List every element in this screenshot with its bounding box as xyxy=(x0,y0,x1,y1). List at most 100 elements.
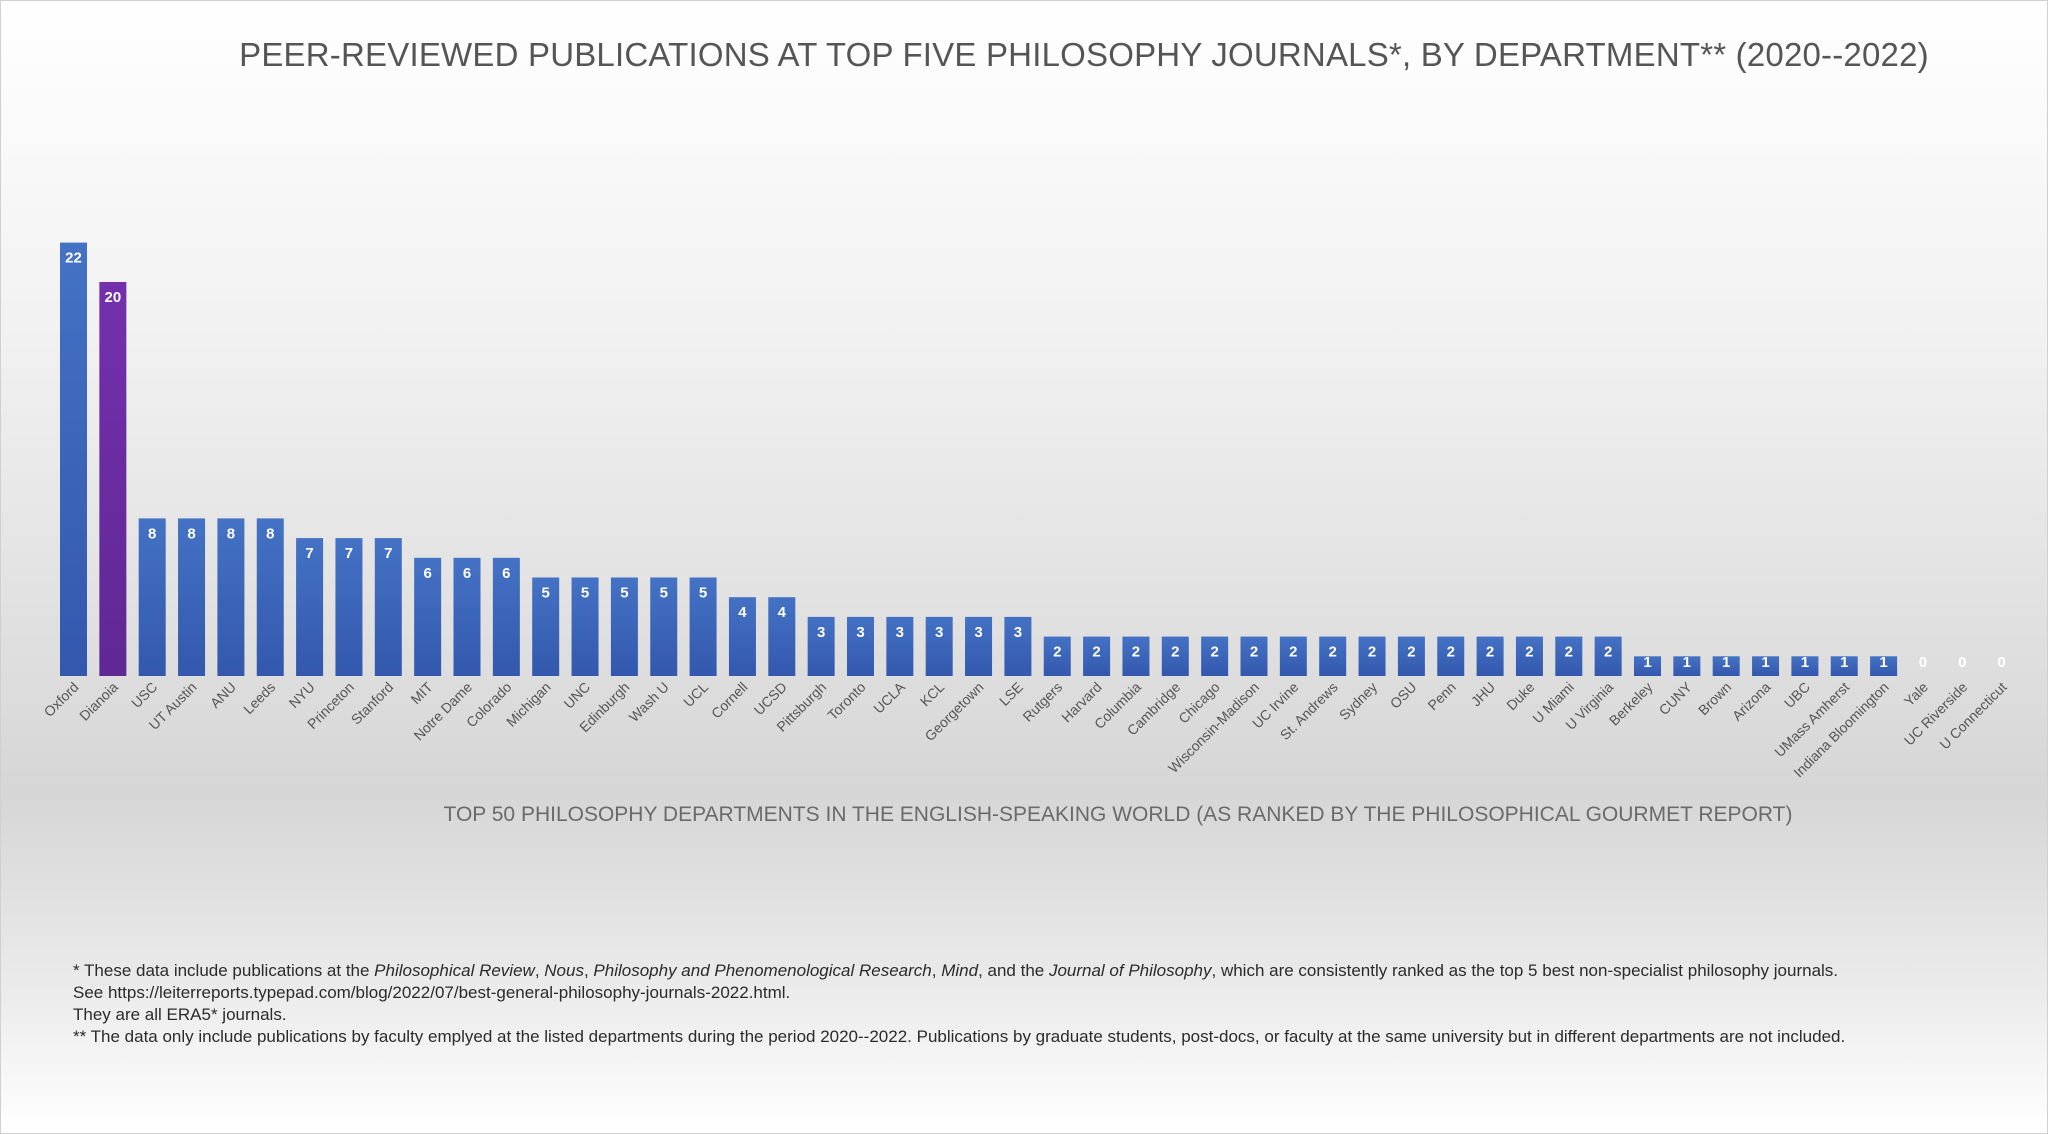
category-label: Cornell xyxy=(708,679,751,722)
category-label: USC xyxy=(128,679,160,711)
data-label: 3 xyxy=(974,624,982,641)
category-label: UBC xyxy=(1781,679,1813,711)
bar-mit xyxy=(414,557,442,676)
bar-sydney xyxy=(1358,636,1386,676)
category-label: LSE xyxy=(996,679,1026,709)
data-label: 5 xyxy=(660,585,668,602)
data-label: 2 xyxy=(1250,644,1258,661)
bar-toronto xyxy=(847,616,874,676)
data-label: 2 xyxy=(1053,644,1061,661)
data-label: 6 xyxy=(502,565,510,582)
category-label: Stanford xyxy=(348,679,397,728)
bar-leeds xyxy=(256,518,284,676)
bar-georgetown xyxy=(965,616,993,676)
category-label: CUNY xyxy=(1656,678,1696,718)
data-label: 1 xyxy=(1801,654,1809,671)
data-label: 2 xyxy=(1525,644,1533,661)
bar-oxford xyxy=(60,242,87,676)
category-label: Oxford xyxy=(41,679,82,720)
data-label: 8 xyxy=(187,525,195,542)
bar-berkeley xyxy=(1634,656,1661,676)
category-label: Berkeley xyxy=(1606,679,1656,729)
data-label: 6 xyxy=(463,565,471,582)
bar-unc xyxy=(571,577,599,676)
category-label: Toronto xyxy=(824,679,868,723)
bar-st-andrews xyxy=(1319,636,1347,676)
data-label: 3 xyxy=(935,624,943,641)
footnote-text: , which are consistently ranked as the t… xyxy=(1211,961,1839,980)
bar-cornell xyxy=(728,597,756,676)
bar-rutgers xyxy=(1043,636,1071,676)
data-label: 3 xyxy=(1014,624,1022,641)
data-label: 7 xyxy=(384,545,392,562)
bar-ucsd xyxy=(768,597,796,676)
data-label: 1 xyxy=(1761,654,1769,671)
bar-chicago xyxy=(1201,636,1229,676)
bar-nyu xyxy=(296,538,324,676)
data-label: 8 xyxy=(227,525,235,542)
data-label: 2 xyxy=(1132,644,1140,661)
category-label: UCLA xyxy=(870,678,908,716)
bar-colorado xyxy=(492,557,520,676)
data-label: 2 xyxy=(1092,644,1100,661)
bar-jhu xyxy=(1476,636,1504,676)
bar-wisconsin-madison xyxy=(1240,636,1268,676)
data-label: 1 xyxy=(1879,654,1887,671)
data-label: 2 xyxy=(1289,644,1297,661)
data-label: 3 xyxy=(817,624,825,641)
data-label: 0 xyxy=(1919,654,1927,671)
data-label: 5 xyxy=(620,585,628,602)
journal-name: Philosophical Review xyxy=(374,961,535,980)
bar-pittsburgh xyxy=(807,616,835,676)
bar-umass-amherst xyxy=(1830,656,1858,676)
bar-dianoia xyxy=(99,282,127,676)
data-label: 4 xyxy=(778,604,787,621)
footnote-text: , xyxy=(534,961,545,980)
data-label: 5 xyxy=(581,585,589,602)
data-label: 8 xyxy=(266,525,274,542)
data-label: 5 xyxy=(542,585,550,602)
bar-edinburgh xyxy=(610,577,638,676)
data-label: 1 xyxy=(1643,654,1651,671)
footnote-journals: * These data include publications at the… xyxy=(73,960,2033,982)
bar-harvard xyxy=(1083,636,1111,676)
category-label: Wash U xyxy=(626,679,672,725)
bar-brown xyxy=(1712,656,1740,676)
bar-ubc xyxy=(1791,656,1819,676)
bar-penn xyxy=(1437,636,1465,676)
bar-u-miami xyxy=(1555,636,1583,676)
category-label: Duke xyxy=(1503,679,1538,714)
data-label: 2 xyxy=(1486,644,1494,661)
data-label: 6 xyxy=(423,565,431,582)
category-label: Leeds xyxy=(240,679,278,717)
bar-uc-irvine xyxy=(1279,636,1307,676)
data-label: 7 xyxy=(345,545,353,562)
data-label: 1 xyxy=(1722,654,1730,671)
bar-lse xyxy=(1004,616,1032,676)
footnote-source-link: See https://leiterreports.typepad.com/bl… xyxy=(73,983,791,1002)
category-label: Yale xyxy=(1901,679,1932,710)
data-label: 1 xyxy=(1683,654,1691,671)
data-label: 2 xyxy=(1565,644,1573,661)
category-label: UCL xyxy=(680,679,711,710)
category-label: Penn xyxy=(1424,679,1458,713)
bar-cuny xyxy=(1673,656,1701,676)
category-label: Rutgers xyxy=(1019,679,1065,725)
data-label: 2 xyxy=(1210,644,1218,661)
data-label: 20 xyxy=(105,289,122,306)
category-label: Dianoia xyxy=(76,679,121,724)
data-label: 2 xyxy=(1329,644,1337,661)
bar-anu xyxy=(217,518,245,676)
bar-stanford xyxy=(374,538,402,676)
data-label: 2 xyxy=(1407,644,1415,661)
data-label: 2 xyxy=(1171,644,1179,661)
bar-notre-dame xyxy=(453,557,481,676)
data-label: 4 xyxy=(738,604,747,621)
bar-arizona xyxy=(1752,656,1780,676)
bar-usc xyxy=(138,518,166,676)
data-label: 2 xyxy=(1604,644,1612,661)
footnote-era: They are all ERA5* journals. xyxy=(73,1005,287,1024)
chart-title: PEER-REVIEWED PUBLICATIONS AT TOP FIVE P… xyxy=(239,36,1929,73)
